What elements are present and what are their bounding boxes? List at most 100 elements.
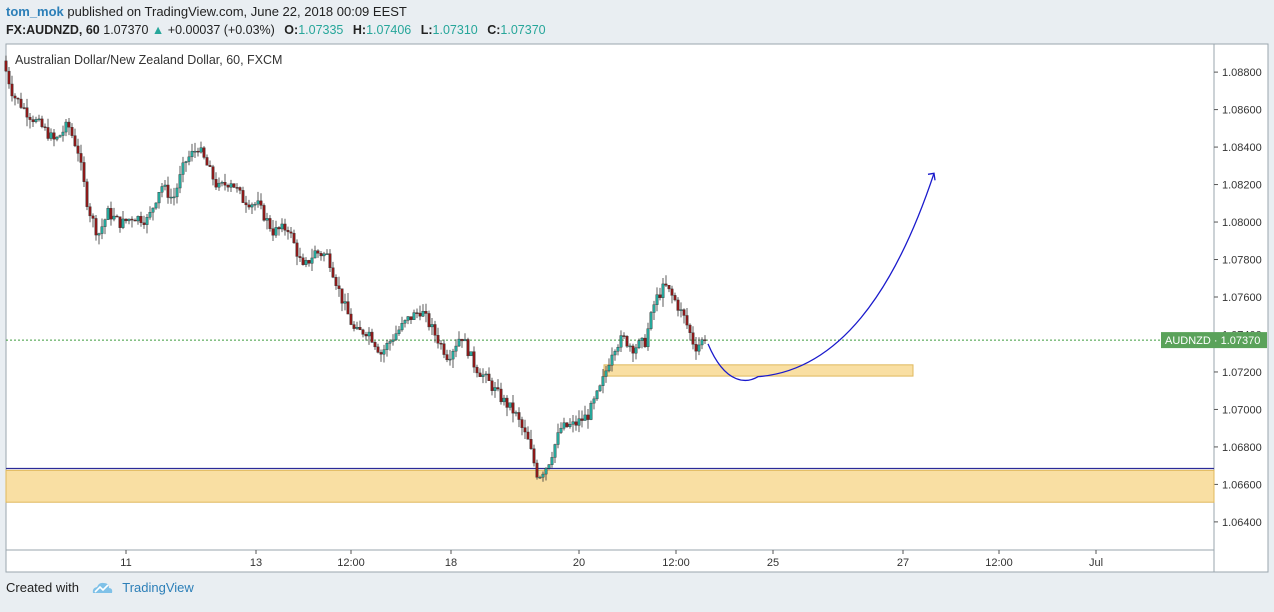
candle-body <box>100 226 104 234</box>
candle-body <box>232 183 236 188</box>
candle-body <box>292 232 296 244</box>
candle-body <box>442 343 446 355</box>
candle-body <box>430 324 434 328</box>
candle-body <box>337 285 341 289</box>
candle-body <box>655 294 659 305</box>
candle-body <box>370 331 374 343</box>
candle-body <box>181 162 185 175</box>
low-value: 1.07310 <box>432 23 478 37</box>
candle-body <box>124 218 128 222</box>
candle-body <box>106 208 110 220</box>
candle-body <box>682 309 686 316</box>
candle-body <box>37 118 41 121</box>
candle-body <box>544 468 548 475</box>
candle-body <box>160 186 164 193</box>
candle-body <box>184 161 188 164</box>
candle-body <box>457 338 461 347</box>
candle-body <box>478 372 482 377</box>
x-tick-label: 11 <box>120 557 131 569</box>
high-value: 1.07406 <box>366 23 412 37</box>
candle-body <box>133 219 137 222</box>
candle-body <box>112 215 116 220</box>
x-tick-label: 12:00 <box>985 557 1013 569</box>
candle-body <box>49 132 53 139</box>
y-tick-label: 1.08200 <box>1222 180 1262 192</box>
candle-body <box>667 285 671 290</box>
candle-body <box>313 250 317 259</box>
candle-body <box>691 332 695 345</box>
candle-body <box>217 182 221 188</box>
y-tick-label: 1.08600 <box>1222 105 1262 117</box>
x-tick-label: 25 <box>767 557 779 569</box>
y-tick-label: 1.06800 <box>1222 442 1262 454</box>
x-tick-label: 27 <box>897 557 909 569</box>
y-tick-label: 1.06600 <box>1222 479 1262 491</box>
candle-body <box>511 402 515 414</box>
candle-body <box>559 427 563 433</box>
candle-body <box>196 150 200 153</box>
candle-body <box>673 295 677 301</box>
x-tick-label: 13 <box>250 557 262 569</box>
candle-body <box>406 316 410 321</box>
candle-body <box>136 216 140 222</box>
open-label: O: <box>284 23 299 37</box>
candle-body <box>226 184 230 188</box>
candle-body <box>391 339 395 342</box>
candle-body <box>595 390 599 400</box>
candle-body <box>577 418 581 426</box>
candle-body <box>382 349 386 355</box>
candle-body <box>130 218 134 221</box>
candles <box>4 55 707 482</box>
candle-body <box>421 311 425 317</box>
candle-body <box>73 135 77 147</box>
y-tick-label: 1.08400 <box>1222 142 1262 154</box>
candle-body <box>157 192 161 204</box>
candle-body <box>301 257 305 265</box>
candle-body <box>58 135 62 138</box>
tradingview-brand-link[interactable]: TradingView <box>122 580 194 595</box>
close-label: C: <box>487 23 501 37</box>
candle-body <box>178 174 182 189</box>
candle-body <box>235 187 239 189</box>
candle-body <box>547 464 551 469</box>
chart-header: tom_mok published on TradingView.com, Ju… <box>6 3 1268 39</box>
candle-body <box>355 327 359 329</box>
candle-body <box>166 184 170 198</box>
candle-body <box>55 136 59 140</box>
candle-body <box>307 260 311 264</box>
y-tick-label: 1.06400 <box>1222 517 1262 529</box>
candle-body <box>103 219 107 227</box>
candle-body <box>532 448 536 464</box>
candle-body <box>397 329 401 334</box>
candle-body <box>583 414 587 421</box>
y-tick-label: 1.08000 <box>1222 217 1262 229</box>
footer: Created with TradingView <box>6 580 194 598</box>
x-tick-label: 12:00 <box>337 557 365 569</box>
author-link[interactable]: tom_mok <box>6 4 64 19</box>
candle-body <box>688 324 692 333</box>
candle-body <box>493 387 497 391</box>
candle-body <box>298 256 302 258</box>
candle-body <box>241 190 245 203</box>
candle-body <box>349 313 353 325</box>
candle-body <box>148 212 152 218</box>
candle-body <box>643 337 647 348</box>
candle-body <box>679 309 683 311</box>
candle-body <box>109 208 113 220</box>
low-label: L: <box>420 23 433 37</box>
candle-body <box>574 421 578 426</box>
candle-body <box>616 346 620 352</box>
candle-body <box>661 283 665 298</box>
candle-body <box>286 230 290 233</box>
candle-body <box>613 351 617 356</box>
candle-body <box>670 288 674 296</box>
candle-body <box>211 166 215 180</box>
last-price-badge-label: AUDNZD · 1.07370 <box>1165 335 1260 347</box>
close-value: 1.07370 <box>500 23 546 37</box>
x-tick-label: 18 <box>445 557 457 569</box>
candle-body <box>229 183 233 188</box>
candle-body <box>562 422 566 429</box>
candle-body <box>586 414 590 420</box>
